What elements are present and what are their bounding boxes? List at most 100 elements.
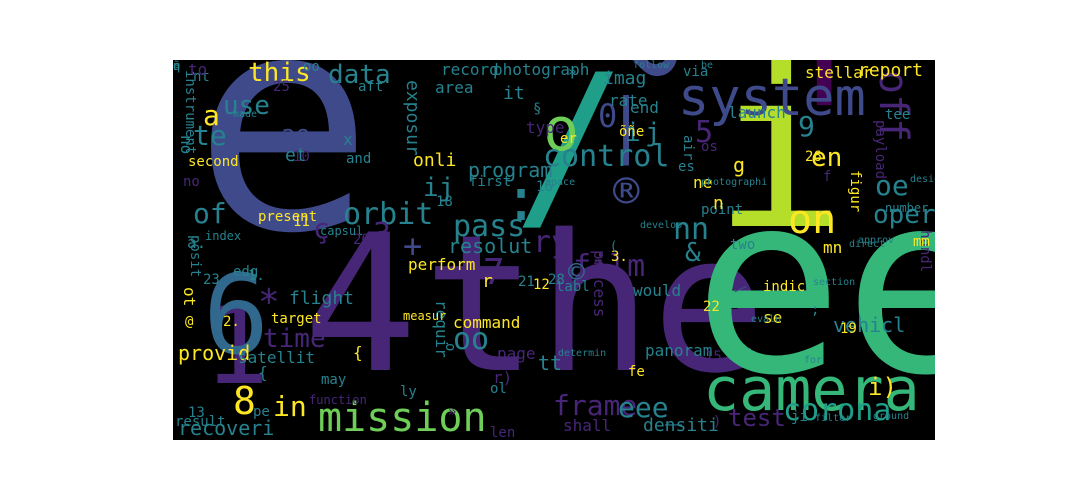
cloud-word: data [328, 60, 391, 90]
cloud-word: © [568, 255, 585, 288]
cloud-word: { [258, 363, 268, 382]
cloud-word: nt [193, 69, 210, 85]
cloud-word: approv [858, 235, 895, 246]
cloud-word: + [403, 227, 423, 265]
cloud-word: via [683, 64, 709, 80]
cloud-word: first [469, 174, 512, 190]
cloud-word: evalu [751, 314, 782, 325]
cloud-word: 12 [533, 277, 550, 293]
cloud-word: en [811, 143, 843, 173]
cloud-word: provid [178, 341, 251, 365]
cloud-word: e [193, 60, 374, 299]
cloud-word: 19 [840, 321, 857, 337]
cloud-word: of [193, 197, 227, 230]
cloud-word: ae [281, 120, 310, 148]
cloud-word: type [526, 118, 565, 137]
cloud-word: in [273, 390, 307, 423]
cloud-word: fe [628, 364, 645, 380]
cloud-word: the [423, 194, 767, 415]
cloud-word: photographi [701, 177, 768, 188]
cloud-word: | [605, 84, 648, 166]
cloud-word: ñ [173, 60, 181, 73]
cloud-word: oo [453, 322, 490, 357]
cloud-word: it [503, 83, 525, 104]
cloud-word: exposur [402, 80, 423, 156]
cloud-word: 10 [293, 149, 310, 165]
cloud-word: 16 [536, 179, 553, 195]
cloud-word: aft [358, 79, 384, 95]
cloud-word: point [701, 202, 744, 218]
cloud-word: payload [872, 120, 888, 180]
cloud-word: camera [703, 355, 920, 425]
cloud-word: i [625, 118, 641, 148]
cloud-word: develop [640, 220, 683, 231]
cloud-word: os [701, 139, 718, 155]
cloud-word: and [346, 151, 372, 167]
cloud-word: program [468, 158, 553, 182]
cloud-word: mm [913, 234, 930, 250]
cloud-word: area [435, 78, 474, 97]
cloud-word: orbit [343, 197, 434, 232]
cloud-word: photograph [493, 60, 590, 79]
cloud-word: ( [610, 239, 618, 253]
cloud-word: stellar [805, 63, 873, 82]
cloud-word: mission [318, 395, 487, 440]
word-cloud: e4theeei'/?:o16camerasystemmission®|cont… [173, 60, 935, 440]
cloud-word: ol [490, 381, 507, 397]
cloud-word: two [730, 237, 756, 253]
cloud-word: : [503, 165, 540, 235]
cloud-word: recoveri [178, 416, 275, 440]
cloud-word: made [233, 109, 258, 120]
cloud-word: flight [289, 288, 355, 309]
cloud-word: o [543, 95, 580, 165]
cloud-word: 1. [248, 268, 265, 284]
cloud-word: record [441, 60, 499, 79]
cloud-word: section [813, 277, 856, 288]
cloud-word: 7 [483, 252, 505, 293]
cloud-word: 4 [303, 194, 418, 415]
cloud-word: \ [732, 285, 748, 294]
cloud-word: ji [791, 409, 808, 425]
cloud-word: 2. [223, 314, 240, 330]
cloud-word: ) [713, 414, 722, 430]
cloud-word: end [630, 98, 659, 117]
cloud-word: space [545, 177, 576, 188]
cloud-word: second [188, 154, 239, 170]
cloud-word: oo [303, 60, 320, 75]
cloud-word: õñe [619, 124, 645, 140]
cloud-word: 1 [203, 281, 270, 409]
cloud-word: may [321, 372, 347, 388]
cloud-word: tt [538, 351, 563, 375]
cloud-word: 26 [805, 149, 822, 165]
cloud-word: ne [693, 173, 713, 192]
cloud-word: 8 [233, 379, 256, 423]
cloud-word: filter [815, 413, 852, 424]
cloud-word: determin [558, 348, 607, 359]
cloud-word: direct [849, 239, 886, 250]
cloud-word: se [763, 308, 783, 327]
cloud-word: ç [313, 212, 330, 245]
cloud-word: on [788, 197, 837, 243]
cloud-word: number [885, 201, 929, 215]
cloud-word: er [560, 131, 577, 147]
cloud-word: measur [403, 309, 447, 323]
cloud-word: 15 [705, 349, 722, 365]
cloud-word: & [685, 238, 701, 268]
cloud-word: ot [180, 287, 199, 307]
cloud-word: 3. [611, 249, 628, 265]
cloud-word: vehicl [833, 313, 906, 337]
cloud-word: { [353, 343, 363, 362]
cloud-word: command [453, 313, 521, 332]
cloud-word: te [193, 119, 227, 152]
cloud-word: page [497, 344, 536, 363]
cloud-word: this [248, 60, 311, 88]
cloud-word: use [223, 91, 270, 121]
cloud-word: 3 [373, 217, 392, 252]
cloud-word: es [678, 159, 695, 175]
cloud-word: film [573, 249, 646, 284]
cloud-word: no [183, 174, 200, 190]
cloud-word: tabl [556, 279, 590, 295]
cloud-word: nn [673, 212, 710, 247]
cloud-word: design [910, 174, 935, 185]
cloud-word: x [343, 130, 353, 149]
